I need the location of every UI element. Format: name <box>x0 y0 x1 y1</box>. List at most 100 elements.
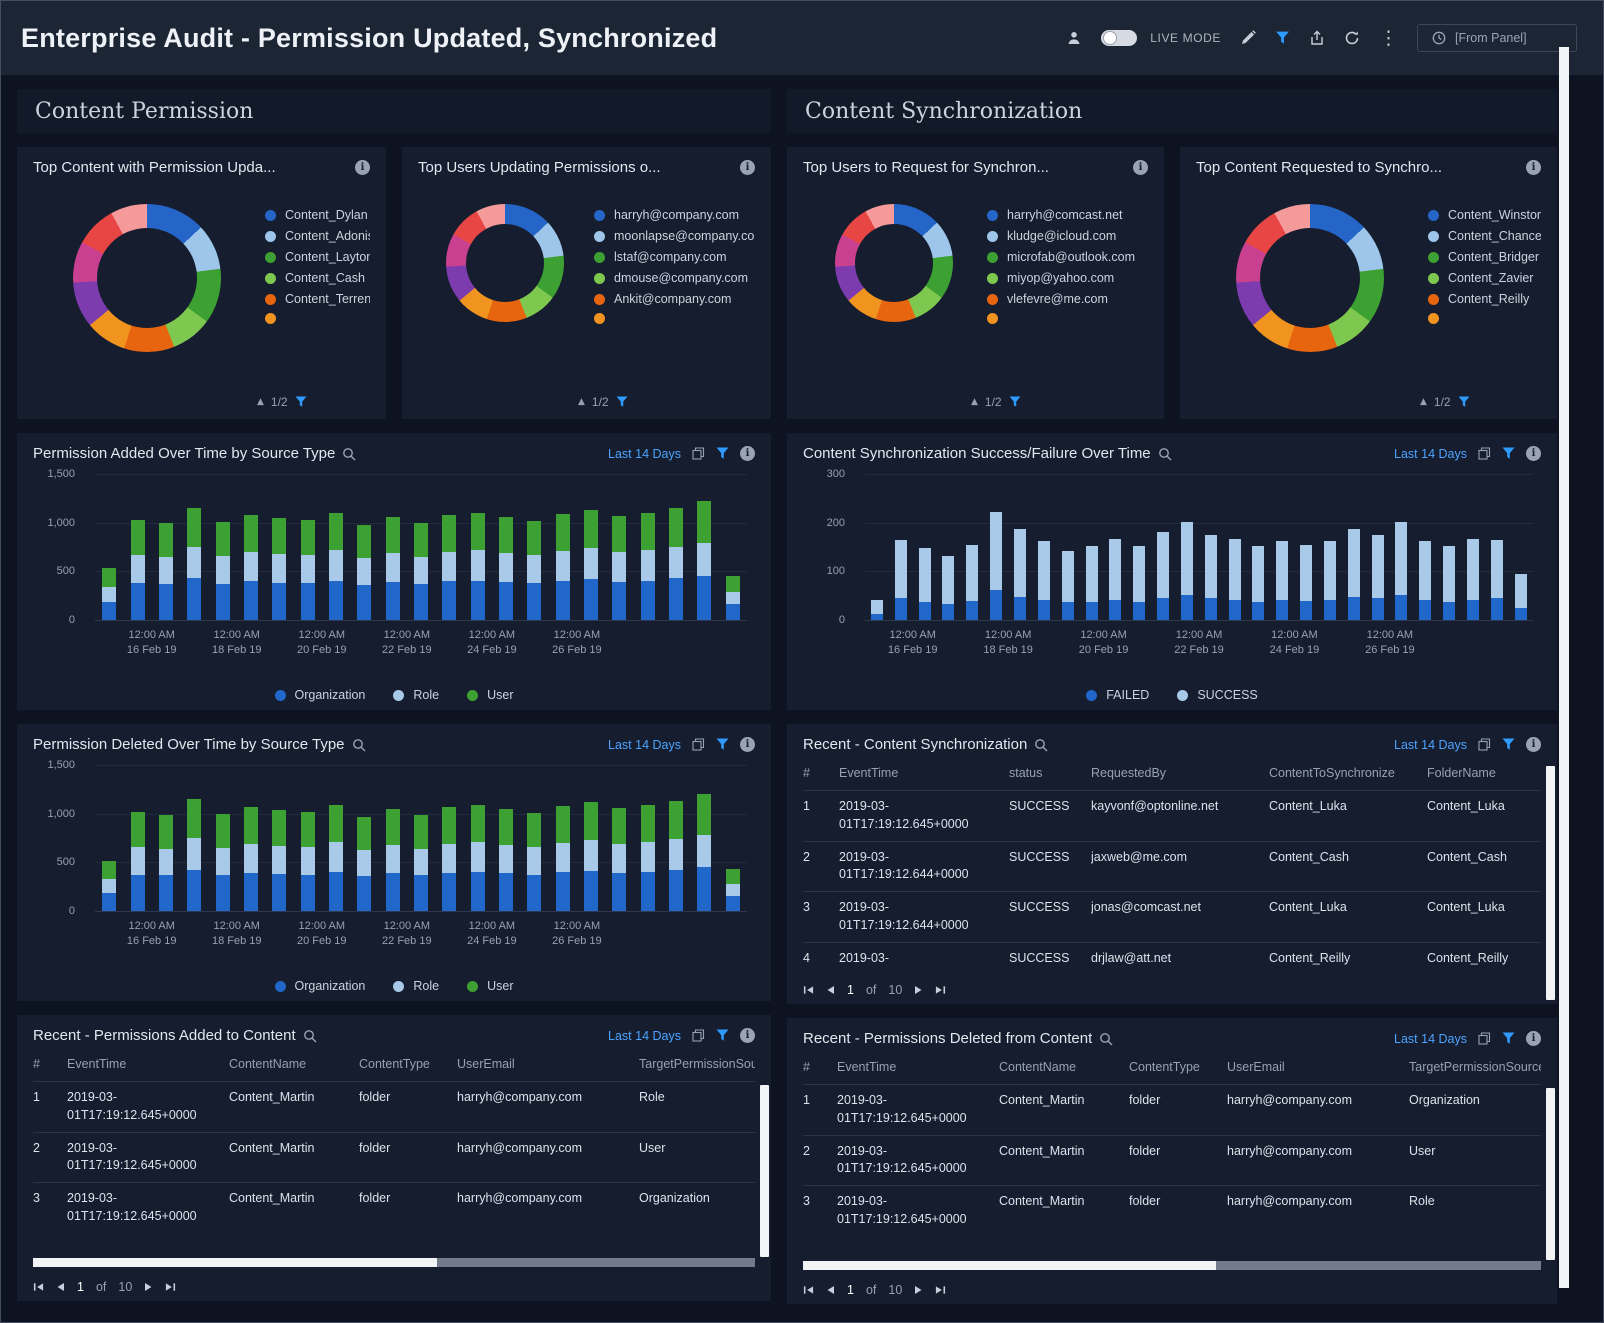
table-row[interactable]: 4 2019-03- SUCCESS drjlaw@att.net Content_Re… <box>803 941 1541 987</box>
column-header[interactable]: ContentType <box>359 1057 430 1071</box>
last-page-button[interactable] <box>165 1282 176 1292</box>
stacked-bar[interactable] <box>918 474 931 620</box>
refresh-icon[interactable] <box>1344 30 1360 46</box>
info-icon[interactable]: i <box>1526 446 1541 461</box>
info-icon[interactable]: i <box>1526 737 1541 752</box>
legend-item[interactable]: Content_Chance <box>1428 229 1541 243</box>
column-header[interactable]: # <box>33 1057 40 1071</box>
stacked-bar[interactable] <box>669 474 684 620</box>
zoom-icon[interactable] <box>1099 1032 1113 1046</box>
horizontal-scrollbar[interactable] <box>803 1261 1541 1270</box>
stacked-bar[interactable] <box>990 474 1003 620</box>
time-range-link[interactable]: Last 14 Days <box>608 737 681 752</box>
stacked-bar[interactable] <box>669 765 684 911</box>
next-page-button[interactable] <box>144 1282 153 1292</box>
stacked-bar[interactable] <box>215 765 230 911</box>
stacked-bar[interactable] <box>1276 474 1289 620</box>
stacked-bar[interactable] <box>527 765 542 911</box>
last-page-button[interactable] <box>935 985 946 995</box>
user-icon[interactable] <box>1066 30 1082 46</box>
legend-item[interactable]: Content_Zavier <box>1428 271 1541 285</box>
stacked-bar[interactable] <box>272 474 287 620</box>
filter-icon[interactable] <box>716 738 729 751</box>
stacked-bar[interactable] <box>612 474 627 620</box>
column-header[interactable]: RequestedBy <box>1091 766 1167 780</box>
stacked-bar[interactable] <box>1085 474 1098 620</box>
stacked-bar[interactable] <box>1180 474 1193 620</box>
info-icon[interactable]: i <box>1526 1031 1541 1046</box>
prev-page-button[interactable] <box>826 1285 835 1295</box>
last-page-button[interactable] <box>935 1285 946 1295</box>
stacked-bar[interactable] <box>1061 474 1074 620</box>
donut-chart[interactable] <box>835 204 953 322</box>
page-scrollbar[interactable] <box>1559 47 1569 1288</box>
legend-item[interactable]: kludge@icloud.com <box>987 229 1148 243</box>
info-icon[interactable]: i <box>355 160 370 175</box>
column-header[interactable]: status <box>1009 766 1043 780</box>
stacked-bar[interactable] <box>640 765 655 911</box>
stacked-bar[interactable] <box>942 474 955 620</box>
copy-icon[interactable] <box>1478 738 1491 751</box>
vertical-scrollbar[interactable] <box>1546 1088 1555 1260</box>
table-row[interactable]: 3 2019-03-01T17:19:12.644+0000 SUCCESS jona… <box>803 891 1541 942</box>
legend-item[interactable]: Role <box>393 979 439 993</box>
stacked-bar[interactable] <box>215 474 230 620</box>
column-header[interactable]: ContentToSynchronize <box>1269 766 1395 780</box>
legend-item[interactable]: miyop@yahoo.com <box>987 271 1148 285</box>
stacked-bar[interactable] <box>102 765 117 911</box>
legend-item[interactable]: Content_Layton <box>265 250 370 264</box>
time-range-link[interactable]: Last 14 Days <box>1394 1031 1467 1046</box>
filter-icon[interactable] <box>295 396 307 408</box>
legend-item[interactable]: microfab@outlook.com <box>987 250 1148 264</box>
legend-item[interactable]: dmouse@company.com <box>594 271 755 285</box>
prev-page-button[interactable] <box>56 1282 65 1292</box>
legend-item[interactable]: Content_Adonis <box>265 229 370 243</box>
share-icon[interactable] <box>1309 30 1325 46</box>
info-icon[interactable]: i <box>1133 160 1148 175</box>
stacked-bar[interactable] <box>498 474 513 620</box>
stacked-bar[interactable] <box>442 474 457 620</box>
table-row[interactable]: 2 2019-03-01T17:19:12.645+0000 Content_Mar… <box>33 1131 755 1183</box>
legend-page-up-icon[interactable]: ▲ <box>257 397 264 407</box>
column-header[interactable]: ContentType <box>1129 1060 1200 1074</box>
legend-item[interactable]: Content_Reilly <box>1428 292 1541 306</box>
legend-item[interactable] <box>1428 313 1541 324</box>
legend-item[interactable]: Content_Terrence <box>265 292 370 306</box>
column-header[interactable]: ContentName <box>999 1060 1077 1074</box>
stacked-bar[interactable] <box>1109 474 1122 620</box>
info-icon[interactable]: i <box>740 446 755 461</box>
stacked-bar[interactable] <box>870 474 883 620</box>
zoom-icon[interactable] <box>342 447 356 461</box>
stacked-bar[interactable] <box>187 765 202 911</box>
scrollbar-thumb[interactable] <box>803 1261 1217 1270</box>
current-page[interactable]: 1 <box>847 1283 854 1297</box>
current-page[interactable]: 1 <box>847 983 854 997</box>
next-page-button[interactable] <box>914 985 923 995</box>
legend-item[interactable]: harryh@company.com <box>594 208 755 222</box>
zoom-icon[interactable] <box>303 1029 317 1043</box>
column-header[interactable]: EventTime <box>67 1057 127 1071</box>
stacked-bar[interactable] <box>527 474 542 620</box>
horizontal-scrollbar[interactable] <box>33 1258 755 1267</box>
prev-page-button[interactable] <box>826 985 835 995</box>
legend-item[interactable]: Content_Cash <box>265 271 370 285</box>
stacked-bar[interactable] <box>130 765 145 911</box>
filter-icon[interactable] <box>716 1029 729 1042</box>
stacked-bar[interactable] <box>187 474 202 620</box>
copy-icon[interactable] <box>692 447 705 460</box>
first-page-button[interactable] <box>803 985 814 995</box>
stacked-bar[interactable] <box>300 765 315 911</box>
filter-icon[interactable] <box>1275 31 1290 45</box>
stacked-bar[interactable] <box>357 765 372 911</box>
column-header[interactable]: # <box>803 766 810 780</box>
stacked-bar[interactable] <box>966 474 979 620</box>
legend-item[interactable]: Ankit@company.com <box>594 292 755 306</box>
stacked-bar[interactable] <box>1013 474 1026 620</box>
stacked-bar[interactable] <box>1252 474 1265 620</box>
stacked-bar[interactable] <box>697 474 712 620</box>
stacked-bar[interactable] <box>555 765 570 911</box>
filter-icon[interactable] <box>1502 1032 1515 1045</box>
donut-chart[interactable] <box>1236 204 1384 352</box>
stacked-bar[interactable] <box>413 474 428 620</box>
stacked-bar[interactable] <box>1490 474 1503 620</box>
